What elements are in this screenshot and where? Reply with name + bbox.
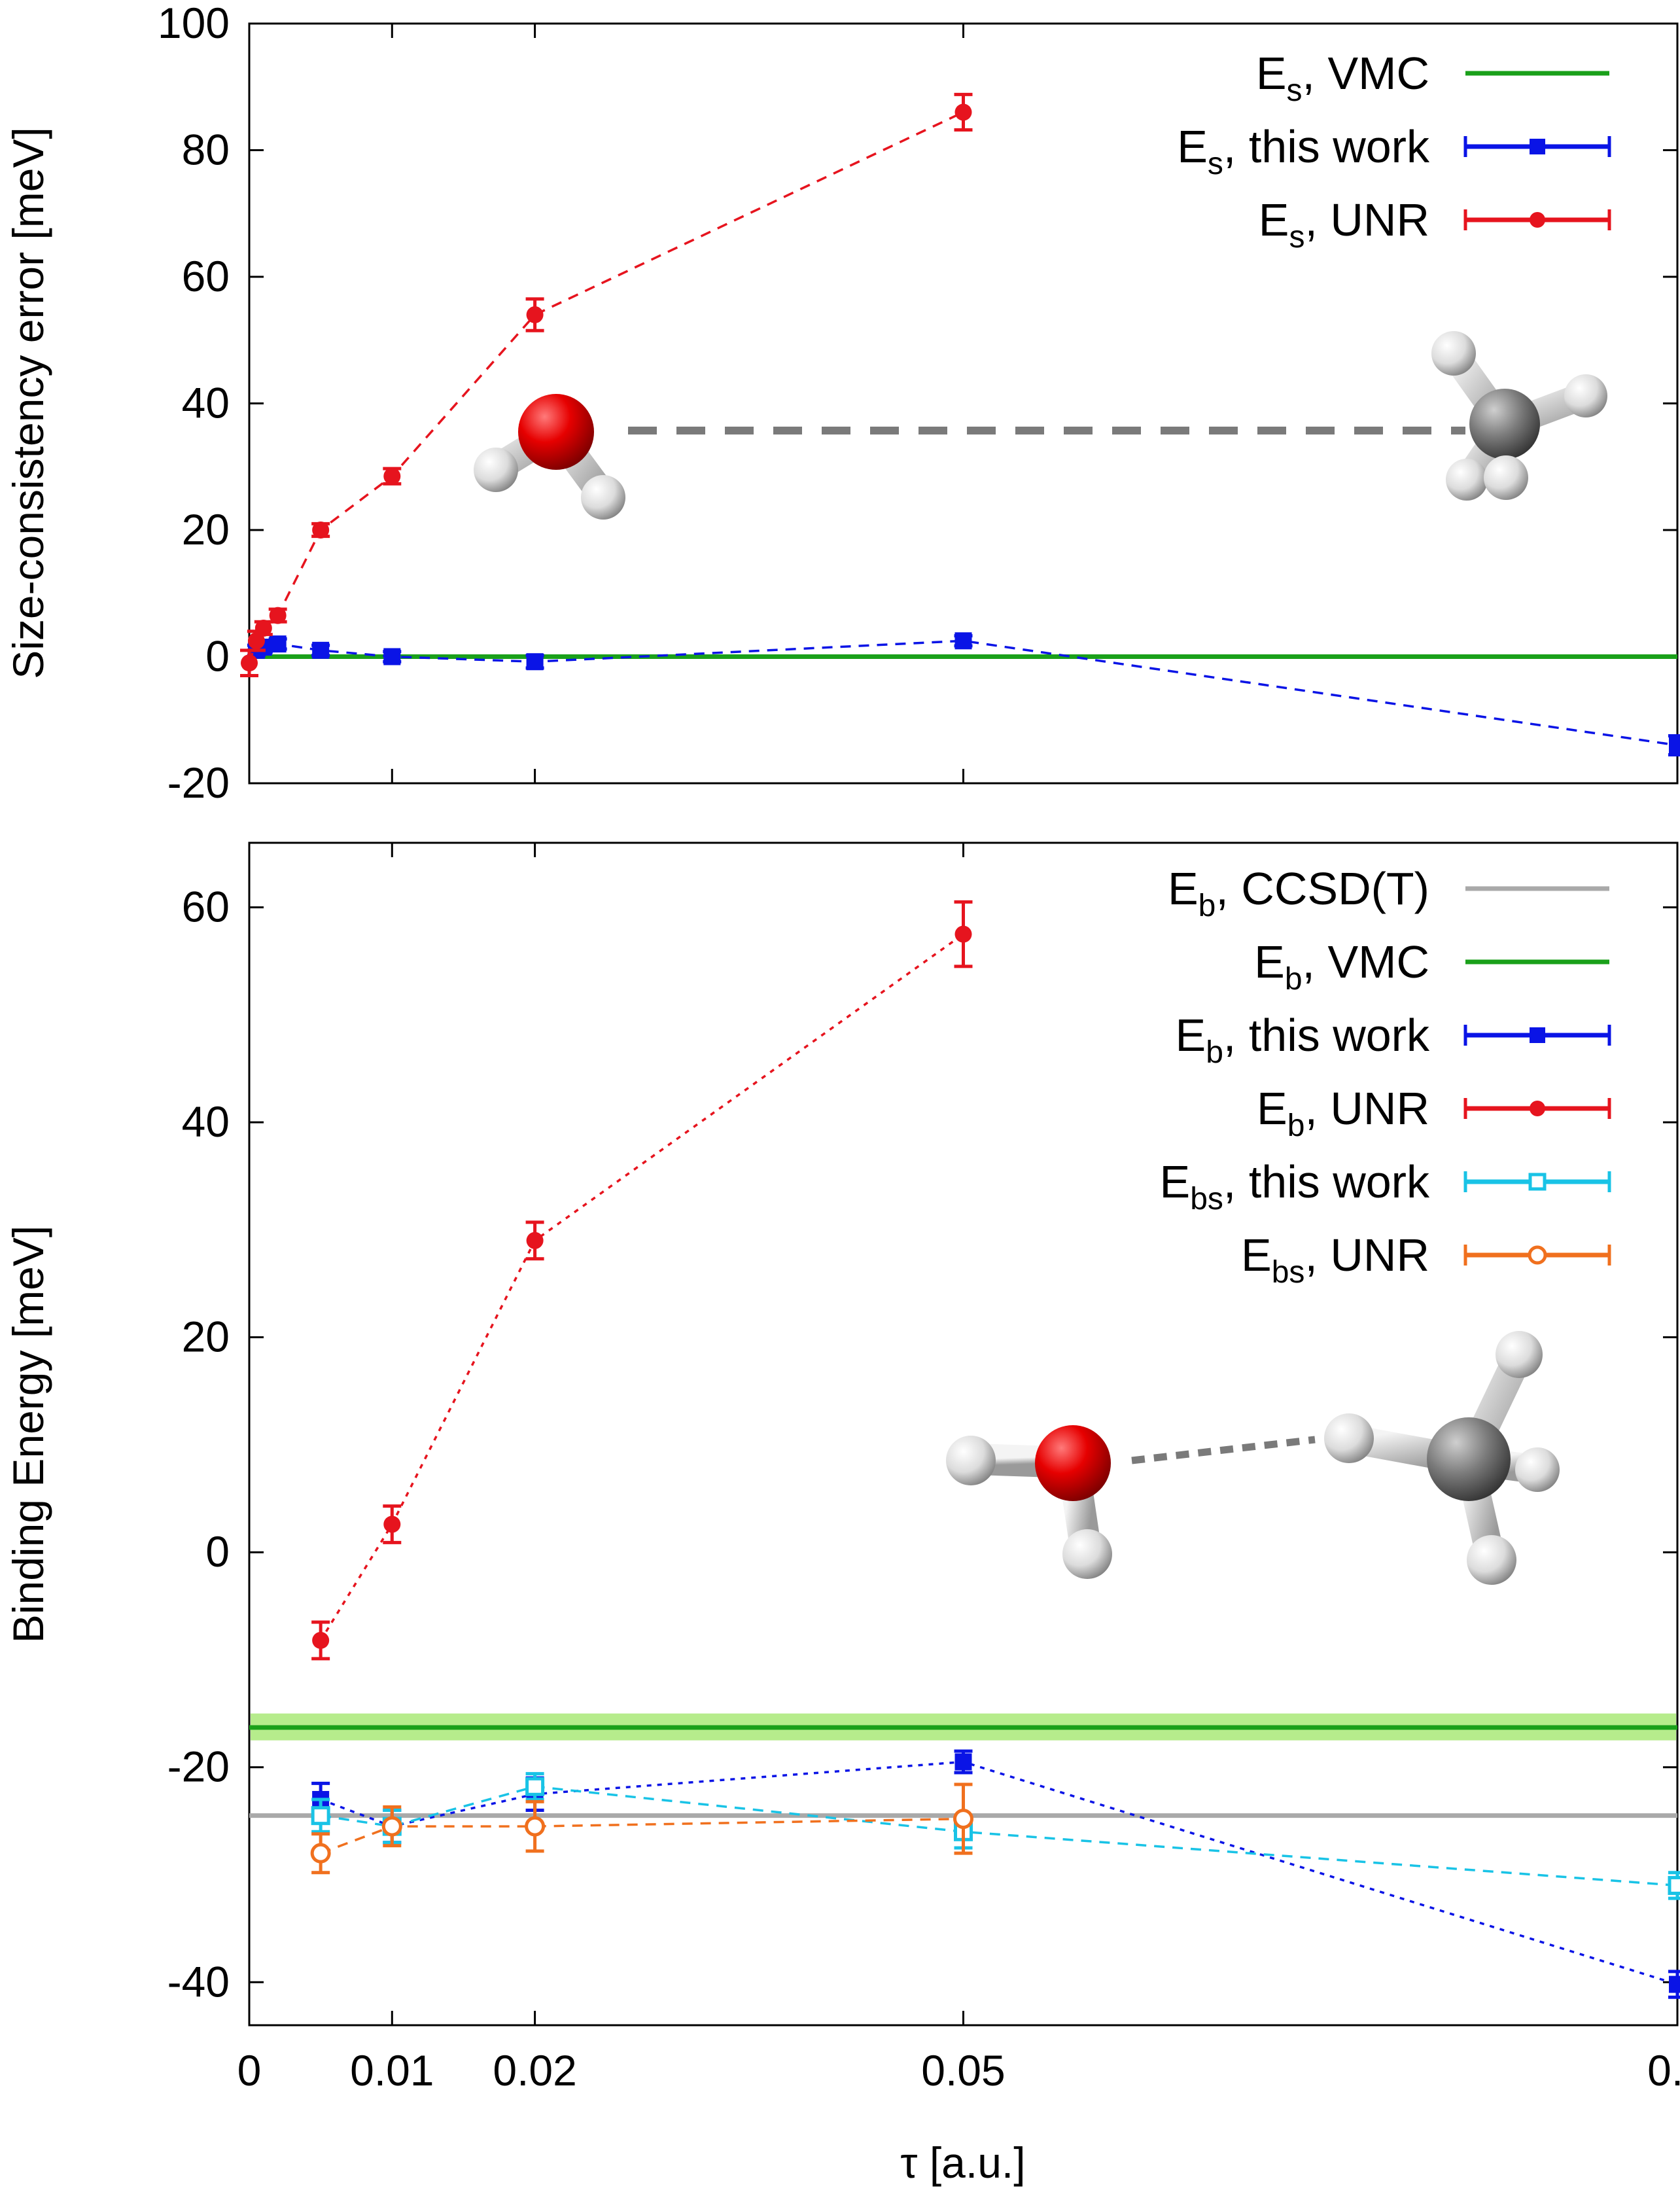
data-point — [383, 467, 401, 485]
data-point — [525, 1777, 545, 1796]
water-molecule-illustration-bottom — [946, 1425, 1112, 1579]
series-line — [320, 1785, 1678, 1887]
data-point — [310, 1843, 331, 1864]
legend-label: Eb, VMC — [1254, 936, 1429, 997]
legend-entry: Es, this work — [1177, 121, 1611, 181]
legend-entry: Eb, VMC — [1254, 936, 1609, 997]
legend-entry: Es, UNR — [1259, 194, 1611, 255]
data-point — [269, 607, 287, 624]
x-tick-label: 0.05 — [921, 2046, 1005, 2095]
data-point — [312, 1631, 330, 1649]
data-point — [254, 619, 272, 637]
top-legend: Es, VMC Es, this work Es, UNR — [1177, 48, 1611, 255]
data-point — [383, 1515, 401, 1533]
y-tick-label: 20 — [182, 505, 230, 554]
data-point — [241, 654, 258, 672]
legend-label: Ebs, this work — [1160, 1156, 1430, 1216]
intermolecular-dotted-line-bottom — [1131, 1436, 1316, 1464]
series-line — [248, 111, 964, 664]
data-point — [526, 653, 544, 671]
y-tick-label: 80 — [182, 126, 230, 174]
data-point — [1668, 1875, 1680, 1895]
legend-entry: Es, VMC — [1256, 48, 1609, 108]
data-point — [526, 306, 544, 324]
data-point — [247, 632, 265, 650]
data-point — [269, 635, 287, 653]
data-point — [526, 1231, 544, 1249]
y-tick-label: -40 — [167, 1957, 230, 2006]
methane-molecule-illustration-top — [1431, 331, 1607, 501]
x-tick-label: 0 — [237, 2046, 262, 2095]
y-tick-label: -20 — [167, 758, 230, 807]
y-tick-label: 60 — [182, 252, 230, 300]
bottom-tick-labels: -40 -20 0 20 40 60 0 0.01 0.02 0.05 0.1 — [167, 883, 1680, 2095]
x-tick-label: 0.02 — [493, 2046, 576, 2095]
data-point — [1669, 1975, 1680, 1993]
series-line — [319, 933, 964, 1641]
legend-label: Eb, this work — [1176, 1010, 1430, 1070]
series-line — [320, 1760, 1678, 1986]
top-series — [240, 92, 1680, 756]
legend-label: Es, VMC — [1256, 48, 1429, 108]
data-point — [311, 1806, 330, 1826]
legend-label: Eb, CCSD(T) — [1168, 863, 1429, 923]
y-tick-label: 100 — [158, 0, 230, 47]
bottom-reference-lines — [249, 1713, 1677, 1818]
data-point — [383, 648, 401, 665]
top-y-tick-labels: -20 0 20 40 60 80 100 — [158, 0, 230, 807]
legend-label: Eb, UNR — [1257, 1083, 1429, 1143]
legend-label: Es, this work — [1177, 121, 1430, 181]
data-point — [525, 1816, 546, 1837]
legend-entry: Ebs, UNR — [1241, 1230, 1611, 1290]
x-axis-label: τ [a.u.] — [900, 2138, 1025, 2187]
data-point — [381, 1816, 402, 1837]
legend-entry: Ebs, this work — [1160, 1156, 1611, 1216]
y-tick-label: 40 — [182, 379, 230, 427]
y-tick-label: 0 — [205, 1527, 230, 1576]
y-tick-label: 20 — [182, 1313, 230, 1361]
legend-label: Ebs, UNR — [1241, 1230, 1429, 1290]
bottom-axis-ticks — [248, 843, 1679, 2025]
data-point — [954, 103, 972, 121]
legend-entry: Eb, CCSD(T) — [1168, 863, 1609, 923]
top-y-axis-label: Size-consistency error [meV] — [4, 127, 52, 679]
top-y-ticks — [248, 22, 1679, 785]
legend-entry: Eb, UNR — [1257, 1083, 1611, 1143]
methane-molecule-illustration-bottom — [1324, 1331, 1560, 1585]
legend-label: Es, UNR — [1259, 194, 1429, 255]
y-tick-label: 40 — [182, 1097, 230, 1146]
plot-frame-top — [248, 22, 1679, 785]
data-point — [953, 1809, 973, 1830]
legend-entry: Eb, this work — [1176, 1010, 1611, 1070]
data-point — [312, 641, 330, 659]
data-point — [954, 925, 972, 943]
bottom-series — [310, 900, 1680, 1999]
bottom-legend: Eb, CCSD(T) Eb, VMC Eb, this work Eb, UNR Eb… — [1160, 863, 1611, 1290]
x-tick-label: 0.1 — [1647, 2046, 1680, 2095]
data-point — [312, 522, 330, 539]
data-point — [954, 632, 972, 650]
x-tick-label: 0.01 — [350, 2046, 434, 2095]
y-tick-label: 60 — [182, 883, 230, 931]
y-tick-label: -20 — [167, 1743, 230, 1791]
y-tick-label: 0 — [205, 632, 230, 681]
bottom-y-axis-label: Binding Energy [meV] — [4, 1226, 52, 1643]
bottom-panel: -40 -20 0 20 40 60 0 0.01 0.02 0.05 0.1 Eb, CCSD(T… — [4, 841, 1680, 2187]
series-line — [320, 1817, 964, 1854]
data-point — [1669, 736, 1680, 754]
data-point — [954, 1753, 972, 1771]
water-molecule-illustration-top — [474, 394, 625, 520]
